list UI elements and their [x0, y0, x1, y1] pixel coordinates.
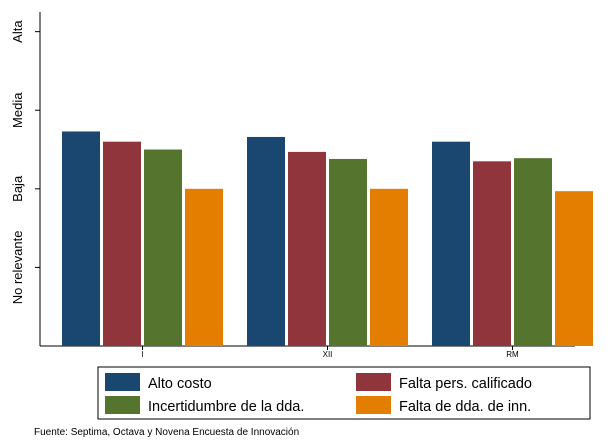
legend-label: Falta de dda. de inn. [399, 399, 531, 415]
bar [432, 142, 470, 346]
x-tick-label: XII [323, 350, 333, 359]
y-tick-label: No relevante [10, 231, 25, 305]
legend-label: Incertidumbre de la dda. [148, 399, 304, 415]
legend: Alto costo Falta pers. calificado Incertid… [98, 367, 590, 419]
bar [555, 191, 593, 346]
legend-swatch [105, 373, 140, 391]
legend-label: Alto costo [148, 376, 212, 392]
bar [185, 189, 223, 346]
x-tick-label: I [141, 350, 143, 359]
bar [473, 161, 511, 346]
bar [103, 142, 141, 346]
footnote: Fuente: Septima, Octava y Novena Encuest… [34, 427, 299, 438]
y-tick-label: Media [10, 92, 25, 128]
x-axis-ticks: I XII RM [141, 346, 519, 359]
legend-swatch [105, 396, 140, 414]
bar [514, 158, 552, 346]
bar [247, 137, 285, 346]
bars [62, 131, 593, 346]
x-tick-label: RM [506, 350, 519, 359]
y-tick-label: Baja [10, 175, 25, 202]
bar [370, 189, 408, 346]
legend-swatch [356, 373, 391, 391]
bar [329, 159, 367, 346]
bar [62, 131, 100, 346]
bar [144, 150, 182, 346]
legend-swatch [356, 396, 391, 414]
y-tick-label: Alta [10, 20, 25, 43]
y-axis: No relevante Baja Media Alta [10, 20, 40, 305]
legend-label: Falta pers. calificado [399, 376, 532, 392]
bar [288, 152, 326, 346]
